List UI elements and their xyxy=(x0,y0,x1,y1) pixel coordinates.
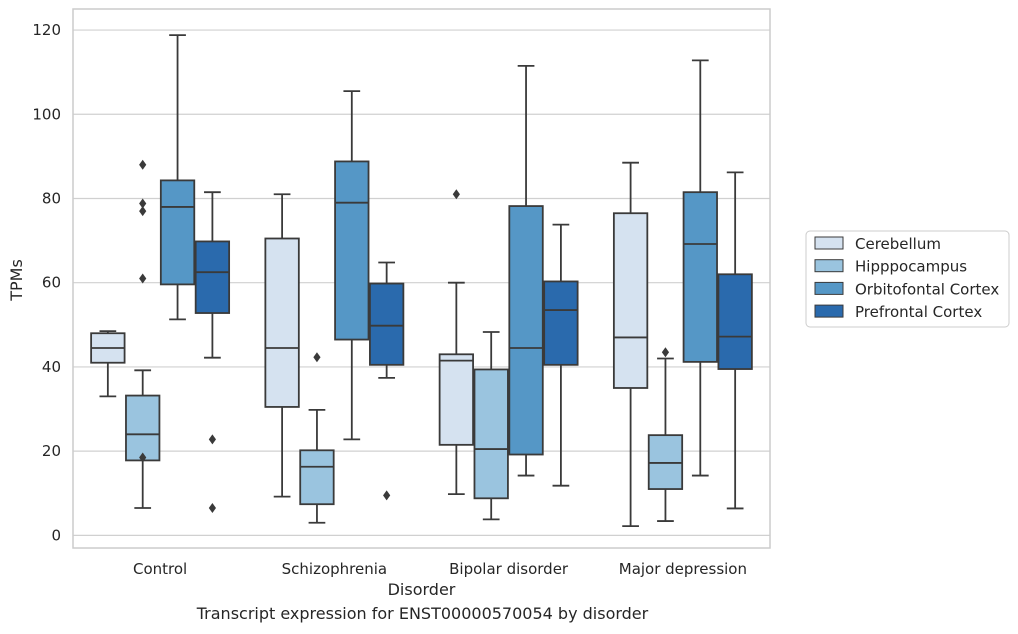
outlier-point xyxy=(139,273,147,284)
box-iqr xyxy=(159,179,196,286)
box-prefrontal-cortex xyxy=(369,261,405,501)
box-iqr xyxy=(717,273,753,370)
y-tick-label: 80 xyxy=(42,189,61,207)
box-hipppocampus xyxy=(647,347,684,522)
box-iqr xyxy=(125,394,161,462)
y-tick-labels: 0 20 40 60 80 100 120 xyxy=(32,21,61,544)
legend-label: Hipppocampus xyxy=(855,258,967,276)
box-prefrontal-cortex xyxy=(194,191,231,513)
box-prefrontal-cortex xyxy=(717,171,753,510)
box-iqr xyxy=(299,449,335,506)
box-iqr xyxy=(334,160,370,341)
outlier-point xyxy=(208,434,216,445)
legend-swatch xyxy=(814,259,844,273)
box-orbitofontal-cortex xyxy=(508,64,544,477)
legend-label: Cerebellum xyxy=(855,235,941,253)
box-hipppocampus xyxy=(299,352,335,524)
box-cerebellum xyxy=(438,189,474,496)
box-iqr xyxy=(369,282,405,366)
outlier-point xyxy=(383,490,391,501)
box-iqr xyxy=(543,280,579,366)
box-iqr xyxy=(264,237,300,408)
box-groups xyxy=(90,34,753,528)
legend-label: Orbitofontal Cortex xyxy=(855,280,999,298)
y-tick-label: 60 xyxy=(42,274,61,292)
box-hipppocampus xyxy=(473,331,509,521)
y-axis-label: TPMs xyxy=(7,259,26,302)
box-iqr xyxy=(682,191,718,363)
box-hipppocampus xyxy=(125,159,161,509)
y-tick-label: 20 xyxy=(42,442,61,460)
legend-swatch xyxy=(814,304,844,318)
box-orbitofontal-cortex xyxy=(334,90,370,441)
x-tick-label: Bipolar disorder xyxy=(449,560,569,578)
box-iqr xyxy=(612,212,649,389)
y-tick-label: 120 xyxy=(32,21,61,39)
outlier-point xyxy=(661,347,670,358)
outlier-point xyxy=(139,159,147,170)
outlier-point xyxy=(139,198,147,209)
box-iqr xyxy=(438,353,474,446)
y-tick-label: 0 xyxy=(51,526,61,544)
y-tick-label: 40 xyxy=(42,358,61,376)
plot-frame xyxy=(72,8,771,549)
x-tick-label: Schizophrenia xyxy=(282,560,387,578)
legend-label: Prefrontal Cortex xyxy=(855,303,982,321)
x-tick-labels: Control Schizophrenia Bipolar disorder Majo… xyxy=(133,560,747,578)
box-orbitofontal-cortex xyxy=(159,34,196,321)
chart-caption: Transcript expression for ENST0000057005… xyxy=(196,604,649,623)
x-axis-label: Disorder xyxy=(388,580,456,599)
legend-swatch xyxy=(814,236,844,250)
box-cerebellum xyxy=(90,330,126,398)
legend-swatch xyxy=(814,281,844,295)
box-cerebellum xyxy=(612,161,649,528)
outlier-point xyxy=(208,502,216,513)
legend-frame xyxy=(805,230,1010,328)
x-tick-label: Control xyxy=(133,560,187,578)
box-iqr xyxy=(194,240,231,314)
box-prefrontal-cortex xyxy=(543,223,579,487)
x-tick-label: Major depression xyxy=(619,560,747,578)
outlier-point xyxy=(313,352,321,363)
box-iqr xyxy=(473,368,509,500)
legend: Cerebellum Hipppocampus Orbitofontal Corte… xyxy=(805,230,1010,328)
outlier-point xyxy=(139,452,147,463)
box-orbitofontal-cortex xyxy=(682,59,718,477)
y-tick-label: 100 xyxy=(32,105,61,123)
box-cerebellum xyxy=(264,193,300,498)
outlier-point xyxy=(452,189,460,200)
box-iqr xyxy=(508,205,544,456)
outlier-point xyxy=(139,206,147,217)
